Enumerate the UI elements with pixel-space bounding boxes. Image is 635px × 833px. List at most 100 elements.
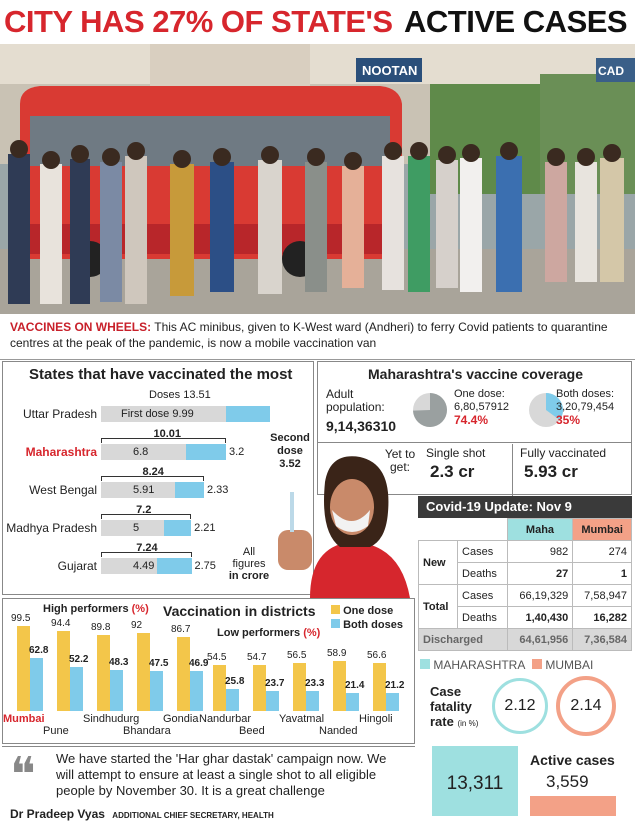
bus-queue-illustration: NOOTAN CAD [0,44,635,314]
new-cases-mumbai: 274 [572,540,632,563]
new-cases-label: Cases [457,540,508,563]
new-label: New [417,540,459,585]
second-l1: Second [270,432,310,444]
cfr-label: Case fatality rate (in %) [430,684,478,731]
both-dose-block: Both doses: 3,20,79,454 35% [556,388,614,427]
quote-attribution: Dr Pradeep Vyas ADDITIONAL CHIEF SECRETA… [10,807,274,821]
new-deaths-maha: 27 [506,562,574,585]
high-name-2: Sindhudurg [83,713,140,725]
both-dose-value: 3,20,79,454 [556,401,615,413]
high-one-bar-4 [177,637,190,711]
low-both-bar-2 [306,691,319,711]
second-dose-note: Second dose 3.52 [269,432,311,471]
low-one-val-3: 58.9 [327,647,347,659]
districts-title: Vaccination in districts [163,603,316,619]
state-name-0: Uttar Pradesh [22,407,97,421]
caption-text: This AC minibus, given to K-West ward (A… [10,320,608,350]
leg-both-label: Both doses [343,619,403,631]
low-name-1: Beed [239,725,265,737]
state-bracket-2 [101,476,204,481]
high-label: High performers [43,603,129,615]
high-title: High performers (%) [43,603,149,615]
coverage-title: Maharashtra's vaccine coverage [368,366,584,382]
sign-nootan: NOOTAN [362,63,417,78]
high-one-val-4: 86.7 [171,624,191,636]
caption-lead: VACCINES ON WHEELS: [10,320,152,334]
both-dose-pct: 35% [556,413,581,427]
disch-mumbai: 7,36,584 [572,628,632,651]
new-deaths-mumbai: 1 [572,562,632,585]
total-label: Total [417,584,459,629]
full-value: 5.93 cr [524,462,578,481]
low-both-val-3: 21.4 [345,679,365,691]
cfr-unit: (in %) [457,719,479,728]
states-vaccinated-panel: States that have vaccinated the most Dos… [2,361,314,595]
headline: CITY HAS 27% OF STATE'S ACTIVE CASES [0,0,635,44]
state-second-bar-2 [174,482,204,498]
low-name-3: Nanded [319,725,358,737]
state-first-val-3: 5 [133,522,140,534]
high-one-val-2: 89.8 [91,621,111,633]
adult-value: 9,14,36310 [326,418,397,434]
quote-icon: ❝ [10,747,36,803]
one-dose-pct: 74.4% [454,413,489,427]
low-both-bar-0 [226,689,239,711]
both-dose-pie [529,393,563,427]
low-name-2: Yavatmal [279,713,325,725]
low-both-val-4: 21.2 [385,679,405,691]
first-dose-label: First dose 9.99 [121,408,194,420]
cfr-l1: Case [430,684,462,699]
low-both-val-0: 25.8 [225,676,245,688]
low-both-val-2: 23.3 [305,678,325,690]
high-both-val-4: 46.9 [189,658,209,670]
state-name-1: Maharashtra [25,445,97,459]
high-both-bar-0 [30,657,43,711]
high-one-val-1: 94.4 [51,617,71,629]
state-bracket-4 [101,552,192,557]
low-both-bar-4 [386,692,399,711]
high-one-val-3: 92 [131,619,143,631]
state-first-bar-3 [101,520,164,536]
high-name-0: Mumbai [3,713,45,725]
headline-red: CITY HAS 27% OF STATE'S [4,4,393,39]
quote-role: ADDITIONAL CHIEF SECRETARY, HEALTH [112,811,274,820]
states-title: States that have vaccinated the most [29,366,293,383]
tot-deaths-label: Deaths [457,606,508,629]
note-l2: figures [232,558,266,570]
col-mumbai: Mumbai [572,518,632,541]
tot-deaths-mumbai: 16,282 [572,606,632,629]
state-second-bar-0 [225,406,270,422]
covid-table: Maha Mumbai New Cases 982 274 Deaths 27 … [417,518,632,651]
state-second-val-2: 2.33 [207,484,229,496]
legend-maha: MAHARASHTRA [433,658,525,672]
state-second-bar-4 [157,558,192,574]
high-both-bar-3 [150,670,163,711]
quote-text: We have started the 'Har ghar dastak' ca… [56,751,387,798]
state-first-bar-0 [101,406,226,422]
active-mumbai-value: 3,559 [546,772,589,791]
low-one-bar-3 [333,660,346,711]
one-dose-block: One dose: 6,80,57912 74.4% [454,388,509,427]
low-both-bar-1 [266,690,279,711]
low-title: Low performers (%) [217,627,320,639]
high-both-val-0: 62.8 [29,644,49,656]
state-bracket-1 [101,438,226,443]
high-name-1: Pune [43,725,69,737]
high-name-3: Bhandara [123,725,171,737]
cfr-l3: rate [430,714,454,729]
new-deaths-label: Deaths [457,562,508,585]
figures-note: All figures in crore [227,546,271,582]
low-one-val-1: 54.7 [247,651,267,663]
doses-label: Doses 13.51 [149,389,211,401]
state-bracket-3 [101,514,192,519]
high-both-val-2: 48.3 [109,656,129,668]
quote-author: Dr Pradeep Vyas [10,807,105,821]
high-both-bar-2 [110,669,123,711]
state-first-bar-1 [101,444,186,460]
districts-panel: High performers (%) Vaccination in distr… [2,598,415,744]
full-label: Fully vaccinated [520,446,607,460]
state-name-4: Gujarat [57,559,97,573]
state-first-bar-2 [101,482,175,498]
single-value: 2.3 cr [430,462,475,481]
cfr-maha-circle: 2.12 [492,678,548,734]
